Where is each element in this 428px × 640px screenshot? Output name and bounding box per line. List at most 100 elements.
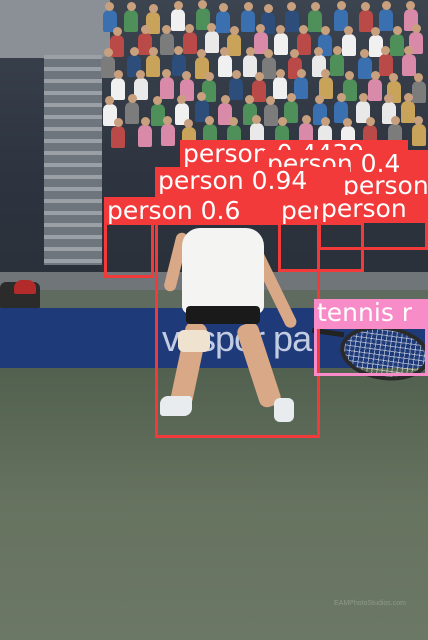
spectator	[411, 80, 426, 103]
spectator-head	[290, 49, 300, 59]
spectator-head	[182, 70, 192, 80]
spectator-head	[390, 115, 400, 125]
spectator	[379, 9, 394, 32]
spectator	[411, 123, 426, 146]
spectator-head	[370, 71, 380, 81]
spectator-head	[148, 3, 158, 13]
spectator-head	[218, 2, 228, 12]
crowd	[100, 0, 428, 150]
watermark: EAMPhotoStudios.com	[334, 600, 406, 607]
spectator	[159, 32, 174, 55]
spectator-head	[266, 95, 276, 105]
spectator	[138, 125, 153, 148]
player-right-shoe	[274, 398, 294, 422]
spectator	[111, 78, 126, 101]
stadium-stairs	[44, 55, 102, 265]
spectator-head	[345, 70, 355, 80]
spectator-head	[245, 95, 254, 105]
spectator-head	[148, 47, 158, 57]
spectator-head	[264, 48, 274, 58]
spectator-head	[358, 93, 368, 103]
spectator-head	[411, 24, 421, 34]
spectator-head	[112, 26, 122, 36]
spectator-head	[174, 46, 184, 56]
spectator-head	[256, 24, 266, 34]
knee-bandage	[178, 330, 210, 352]
tennis-court	[0, 368, 428, 640]
spectator	[308, 9, 323, 32]
spectator-head	[105, 2, 115, 12]
spectator-head	[343, 117, 353, 127]
spectator	[299, 123, 314, 146]
spectator	[241, 9, 256, 32]
spectator-head	[301, 115, 311, 125]
spectator-head	[185, 23, 195, 33]
spectator-head	[163, 115, 173, 125]
spectator-head	[162, 69, 172, 79]
spectator-head	[140, 117, 150, 127]
spectator	[252, 79, 267, 102]
spectator	[218, 102, 233, 125]
spectator-head	[406, 1, 416, 11]
spectator	[284, 9, 299, 32]
detection-label: tennis r	[314, 299, 428, 327]
spectator	[102, 10, 117, 33]
spectator	[133, 77, 148, 100]
detection-box-person-5	[104, 222, 154, 278]
spectator	[249, 123, 264, 146]
spectator-head	[205, 115, 214, 125]
spectator-head	[153, 95, 163, 105]
spectator	[341, 34, 356, 57]
spectator-head	[127, 93, 137, 103]
spectator	[195, 8, 210, 31]
spectator-head	[173, 1, 183, 11]
spectator-head	[276, 24, 286, 34]
spectator	[261, 56, 276, 79]
spectator	[253, 32, 268, 55]
spectator-head	[197, 49, 207, 59]
detection-label: person 0.94	[155, 167, 350, 195]
spectator	[101, 55, 116, 78]
spectator	[124, 9, 139, 32]
spectator	[401, 100, 416, 123]
spectator-head	[277, 116, 287, 126]
spectator-head	[275, 69, 285, 79]
spectator	[227, 33, 242, 56]
spectator-head	[389, 72, 399, 82]
spectator-head	[320, 116, 330, 126]
spectator-head	[392, 25, 402, 35]
spectator	[342, 78, 357, 101]
spectator-head	[360, 49, 370, 59]
spectator	[110, 34, 125, 57]
spectator-head	[129, 47, 139, 57]
spectator-head	[315, 94, 325, 104]
spectator-head	[198, 0, 208, 10]
spectator-head	[103, 47, 113, 57]
spectator	[330, 54, 345, 77]
spectator	[217, 54, 232, 77]
spectator	[159, 77, 174, 100]
spectator-head	[245, 47, 255, 57]
spectator-head	[381, 46, 391, 56]
spectator	[334, 100, 349, 123]
spectator-head	[220, 94, 230, 104]
spectator	[378, 54, 393, 77]
spectator	[150, 103, 165, 126]
detection-label: person	[318, 195, 428, 223]
spectator	[390, 33, 405, 56]
spectator-head	[381, 1, 391, 11]
spectator-head	[184, 118, 193, 128]
spectator-head	[197, 92, 207, 102]
spectator	[401, 54, 416, 77]
spectator-head	[314, 46, 324, 56]
spectator	[284, 101, 299, 124]
spectator	[243, 55, 258, 78]
spectator-head	[361, 1, 371, 11]
spectator	[111, 125, 126, 148]
spectator-head	[287, 1, 297, 11]
player-shorts	[186, 306, 260, 324]
spectator-head	[320, 25, 330, 35]
spectator-head	[263, 3, 273, 13]
spectator	[160, 123, 175, 146]
spectator-head	[404, 46, 414, 56]
